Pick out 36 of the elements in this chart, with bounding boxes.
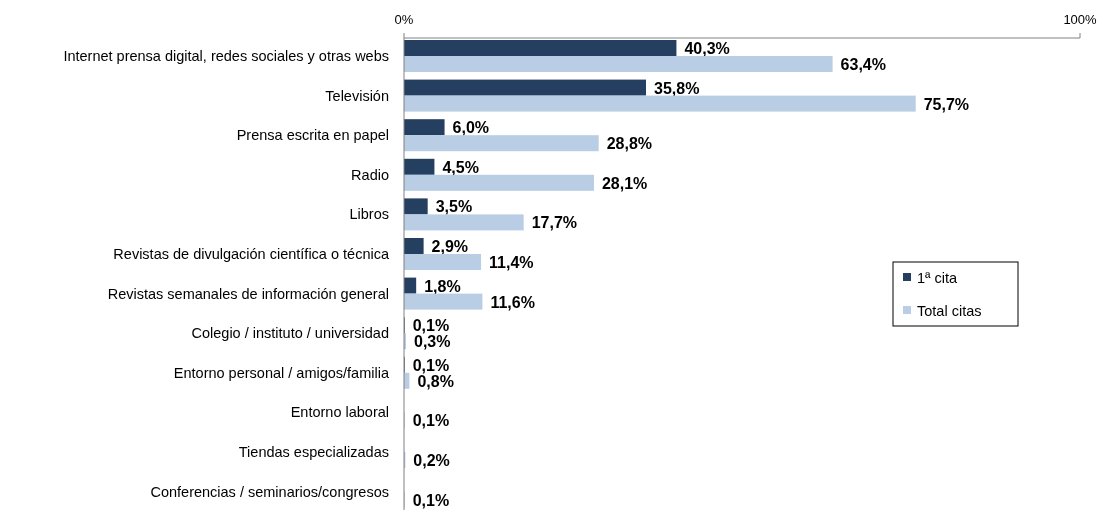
y-tick-label: Conferencias / seminarios/congresos <box>150 483 389 500</box>
legend-label: 1ª cita <box>917 270 958 286</box>
data-label: 75,7% <box>923 95 970 113</box>
data-label: 63,4% <box>840 56 886 73</box>
data-label: 1,8% <box>424 277 461 295</box>
y-tick-label: Libros <box>349 206 389 223</box>
y-tick-label: Prensa escrita en papel <box>236 127 389 144</box>
data-label: 2,9% <box>431 238 469 255</box>
y-tick-label: Entorno personal / amigos/familia <box>173 364 390 381</box>
data-label: 0,3% <box>414 333 451 351</box>
data-label: 40,3% <box>684 40 730 57</box>
data-label: 28,1% <box>601 174 648 192</box>
data-label: 0,1% <box>412 412 450 430</box>
y-tick-label: Televisión <box>325 87 389 104</box>
y-tick-label: Tiendas especializadas <box>238 444 389 460</box>
x-tick-label: 100% <box>1063 12 1098 27</box>
data-label: 0,1% <box>412 491 450 509</box>
y-tick-label: Revistas semanales de información general <box>107 285 389 302</box>
data-label: 11,6% <box>490 293 535 311</box>
y-tick-label: Entorno laboral <box>290 404 389 421</box>
data-label: 17,7% <box>531 214 578 232</box>
data-label: 0,1% <box>412 356 450 374</box>
data-label: 0,1% <box>412 317 450 335</box>
y-tick-label: Colegio / instituto / universidad <box>191 325 389 342</box>
data-label: 6,0% <box>452 119 490 137</box>
data-label: 35,8% <box>654 79 700 97</box>
data-label: 3,5% <box>435 198 473 216</box>
y-tick-label: Internet prensa digital, redes sociales y otras webs <box>63 48 389 64</box>
data-label: 4,5% <box>442 158 479 176</box>
data-label: 0,2% <box>413 452 450 469</box>
data-label: 11,4% <box>489 254 534 271</box>
x-tick-label: 0% <box>394 12 414 27</box>
legend-label: Total citas <box>917 303 982 319</box>
data-label: 28,8% <box>606 135 653 153</box>
y-tick-label: Radio <box>351 166 389 183</box>
y-tick-label: Revistas de divulgación científica o técnica <box>113 246 390 262</box>
